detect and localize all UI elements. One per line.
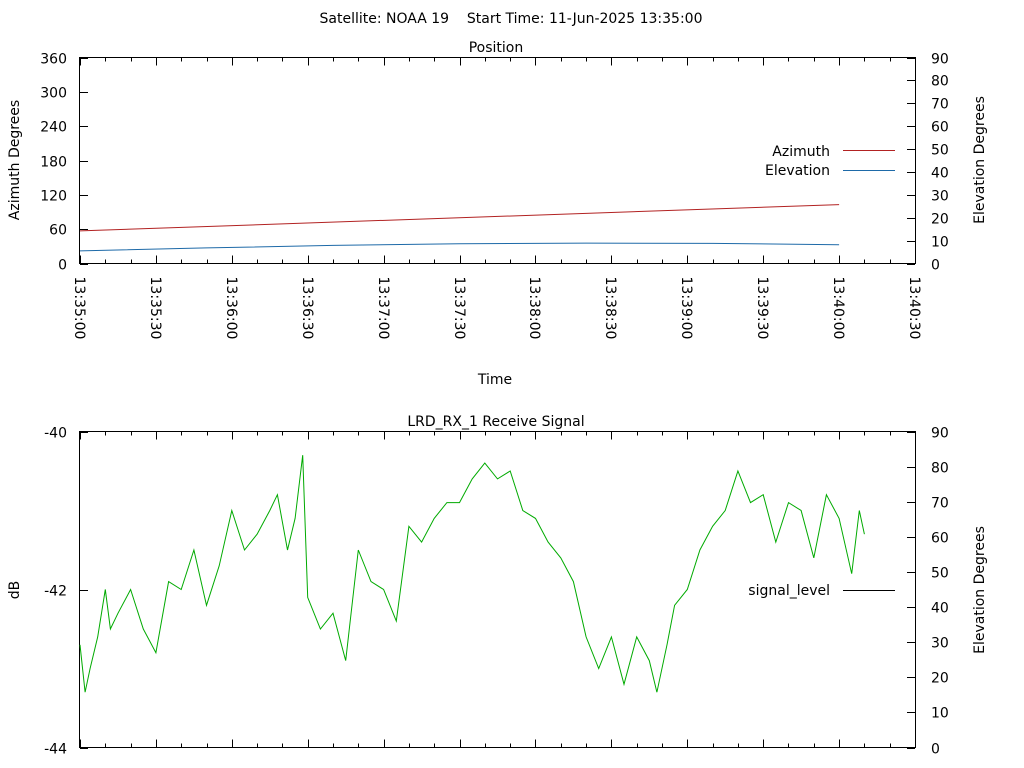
position-x-tick-label: 13:35:00 [71, 277, 87, 340]
position-y-tick-label: 300 [40, 86, 67, 102]
position-x-tick-label: 13:38:00 [526, 277, 542, 340]
position-x-tick-label: 13:40:30 [906, 277, 922, 340]
legend-label-elevation: Elevation [765, 163, 830, 179]
signal-y-tick-label: -44 [44, 742, 67, 758]
signal-y2-tick-label: 80 [931, 461, 949, 477]
position-x-tick-label: 13:37:30 [451, 277, 467, 340]
signal-chart-title: LRD_RX_1 Receive Signal [407, 414, 584, 430]
position-x-tick-label: 13:36:30 [299, 277, 315, 340]
signal-legend: signal_level [748, 583, 895, 599]
signal-y2-tick-label: 0 [931, 742, 940, 758]
position-y-tick-label: 360 [40, 52, 67, 68]
position-y-tick-label: 180 [40, 155, 67, 171]
position-y2-tick-label: 10 [931, 235, 949, 251]
position-y-axis-label: Azimuth Degrees [7, 100, 23, 220]
signal-y2-tick-label: 10 [931, 706, 949, 722]
position-y2-tick-label: 0 [931, 258, 940, 274]
signal-y2-tick-label: 30 [931, 636, 949, 652]
position-y-tick-label: 60 [49, 223, 67, 239]
position-x-tick-label: 13:39:00 [678, 277, 694, 340]
signal-chart: LRD_RX_1 Receive Signal dB Elevation Deg… [7, 414, 988, 758]
signal-y2-tick-label: 70 [931, 496, 949, 512]
position-series-azimuth [79, 204, 840, 232]
signal-y2-tick-label: 40 [931, 601, 949, 617]
position-x-tick-label: 13:35:30 [147, 277, 163, 340]
position-y2-tick-label: 70 [931, 97, 949, 113]
signal-y2-axis-label: Elevation Degrees [972, 526, 988, 654]
position-x-tick-label: 13:36:00 [223, 277, 239, 340]
position-y2-tick-label: 30 [931, 189, 949, 205]
position-chart: Position Azimuth Degrees Elevation Degre… [7, 40, 988, 388]
position-y2-tick-label: 20 [931, 212, 949, 228]
position-x-tick-label: 13:38:30 [602, 277, 618, 340]
signal-y2-tick-label: 90 [931, 426, 949, 442]
position-y2-axis-label: Elevation Degrees [972, 96, 988, 224]
signal-y2-tick-label: 20 [931, 671, 949, 687]
position-y-tick-label: 120 [40, 189, 67, 205]
signal-plot-frame [79, 431, 916, 748]
legend-label-signal-level: signal_level [748, 583, 830, 599]
position-y2-tick-label: 60 [931, 120, 949, 136]
position-y-tick-label: 0 [58, 258, 67, 274]
position-y2-tick-label: 80 [931, 74, 949, 90]
position-legend: Azimuth Elevation [765, 144, 895, 179]
header-title: Satellite: NOAA 19 Start Time: 11-Jun-20… [320, 11, 703, 27]
position-y2-tick-label: 50 [931, 143, 949, 159]
position-x-axis-label: Time [477, 372, 512, 388]
position-series-elevation [79, 242, 840, 252]
signal-y2-tick-label: 60 [931, 531, 949, 547]
signal-y2-tick-label: 50 [931, 566, 949, 582]
position-x-tick-label: 13:39:30 [754, 277, 770, 340]
position-y-tick-label: 240 [40, 120, 67, 136]
signal-y-axis-label: dB [7, 581, 23, 600]
signal-series-signal-level [79, 455, 865, 693]
position-y2-tick-label: 90 [931, 52, 949, 68]
signal-y-tick-label: -40 [44, 426, 67, 442]
position-x-tick-label: 13:37:00 [375, 277, 391, 340]
position-chart-title: Position [469, 40, 524, 56]
position-y2-tick-label: 40 [931, 166, 949, 182]
signal-y-tick-label: -42 [44, 584, 67, 600]
legend-label-azimuth: Azimuth [772, 144, 830, 160]
position-plot-frame [79, 57, 916, 264]
position-x-tick-label: 13:40:00 [830, 277, 846, 340]
